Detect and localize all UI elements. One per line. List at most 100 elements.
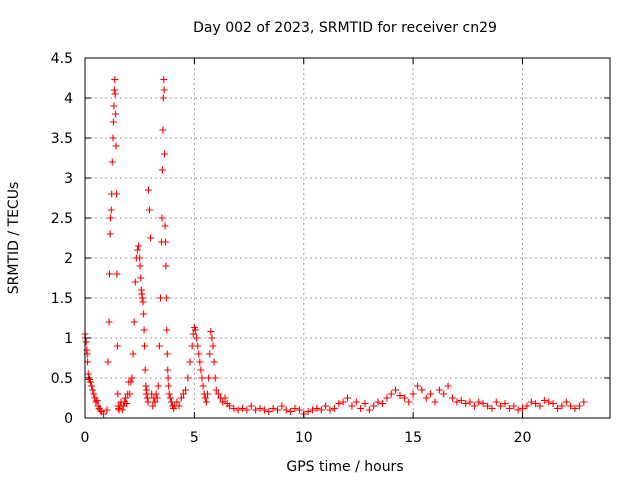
- data-point: [127, 378, 135, 386]
- data-point: [205, 374, 213, 382]
- data-point: [392, 386, 400, 394]
- data-point: [193, 334, 201, 342]
- data-point: [175, 402, 183, 410]
- data-point: [352, 398, 360, 406]
- data-point: [212, 386, 220, 394]
- data-point: [545, 398, 553, 406]
- data-point: [427, 390, 435, 398]
- data-point: [177, 394, 185, 402]
- data-point: [304, 408, 312, 416]
- data-point: [161, 222, 169, 230]
- data-point: [159, 94, 167, 102]
- data-point: [158, 214, 166, 222]
- y-tick-label: 4: [64, 91, 73, 107]
- data-point: [103, 406, 111, 414]
- data-point: [136, 262, 144, 270]
- data-point: [173, 398, 181, 406]
- data-point: [440, 390, 448, 398]
- data-point: [146, 206, 153, 214]
- data-point: [330, 404, 338, 412]
- data-point: [199, 382, 207, 390]
- data-point: [163, 350, 171, 358]
- y-tick-label: 3.5: [51, 131, 73, 147]
- y-tick-label: 1.5: [51, 291, 73, 307]
- data-point: [111, 90, 119, 98]
- chart-title: Day 002 of 2023, SRMTID for receiver cn2…: [193, 20, 497, 36]
- data-point: [106, 270, 113, 278]
- data-point: [219, 398, 227, 406]
- data-point: [109, 118, 117, 126]
- data-point: [409, 390, 417, 398]
- data-point: [514, 406, 522, 414]
- data-point: [558, 402, 566, 410]
- data-point: [206, 350, 214, 358]
- data-point: [361, 400, 369, 408]
- data-point: [562, 398, 570, 406]
- data-point: [122, 394, 129, 402]
- data-point: [198, 374, 206, 382]
- x-axis-label: GPS time / hours: [286, 459, 403, 475]
- data-point: [118, 406, 126, 414]
- data-point: [142, 382, 150, 390]
- data-point: [113, 270, 121, 278]
- data-point: [114, 390, 122, 398]
- data-point: [84, 370, 92, 378]
- data-point: [295, 406, 303, 414]
- data-point: [282, 406, 290, 414]
- data-point: [291, 404, 299, 412]
- data-point: [165, 382, 173, 390]
- data-point: [449, 394, 456, 402]
- data-point: [505, 404, 513, 412]
- data-point: [247, 402, 255, 410]
- data-point: [479, 400, 487, 408]
- data-point: [96, 406, 104, 414]
- data-point: [374, 398, 382, 406]
- data-point: [571, 404, 579, 412]
- data-point: [387, 390, 395, 398]
- data-point: [163, 326, 171, 334]
- data-point: [90, 390, 98, 398]
- x-axis-tick-labels: 0 5 10 15 20: [81, 430, 532, 446]
- data-point: [348, 402, 356, 410]
- data-point: [82, 338, 90, 346]
- data-point: [160, 86, 168, 94]
- data-point: [88, 382, 96, 390]
- data-point: [182, 386, 190, 394]
- data-point: [234, 406, 242, 414]
- data-point: [104, 358, 112, 366]
- data-point: [186, 358, 194, 366]
- data-point: [184, 374, 192, 382]
- data-point: [365, 406, 373, 414]
- data-point: [309, 406, 316, 414]
- data-point: [269, 404, 277, 412]
- data-point: [252, 406, 260, 414]
- data-point: [379, 400, 386, 408]
- data-point: [221, 394, 229, 402]
- data-point: [166, 394, 174, 402]
- data-point: [106, 230, 114, 238]
- data-point: [134, 246, 141, 254]
- data-point: [575, 402, 583, 410]
- data-point: [112, 142, 120, 150]
- data-point: [208, 334, 216, 342]
- data-point: [322, 402, 330, 410]
- data-point: [113, 190, 120, 198]
- data-point: [265, 408, 273, 416]
- data-point: [239, 404, 246, 412]
- data-point: [147, 234, 155, 242]
- data-point: [287, 408, 295, 416]
- data-point: [153, 394, 161, 402]
- data-point: [326, 406, 334, 414]
- plot-area-frame: [84, 57, 611, 419]
- data-point: [107, 214, 115, 222]
- data-point: [164, 374, 172, 382]
- y-axis-label: SRMTID / TECUs: [6, 182, 22, 295]
- data-point: [165, 390, 173, 398]
- data-point: [149, 402, 157, 410]
- data-point: [580, 398, 588, 406]
- data-point: [540, 396, 548, 404]
- data-point: [418, 386, 426, 394]
- data-point: [89, 386, 97, 394]
- x-tick-label: 15: [404, 430, 422, 446]
- data-point: [214, 390, 222, 398]
